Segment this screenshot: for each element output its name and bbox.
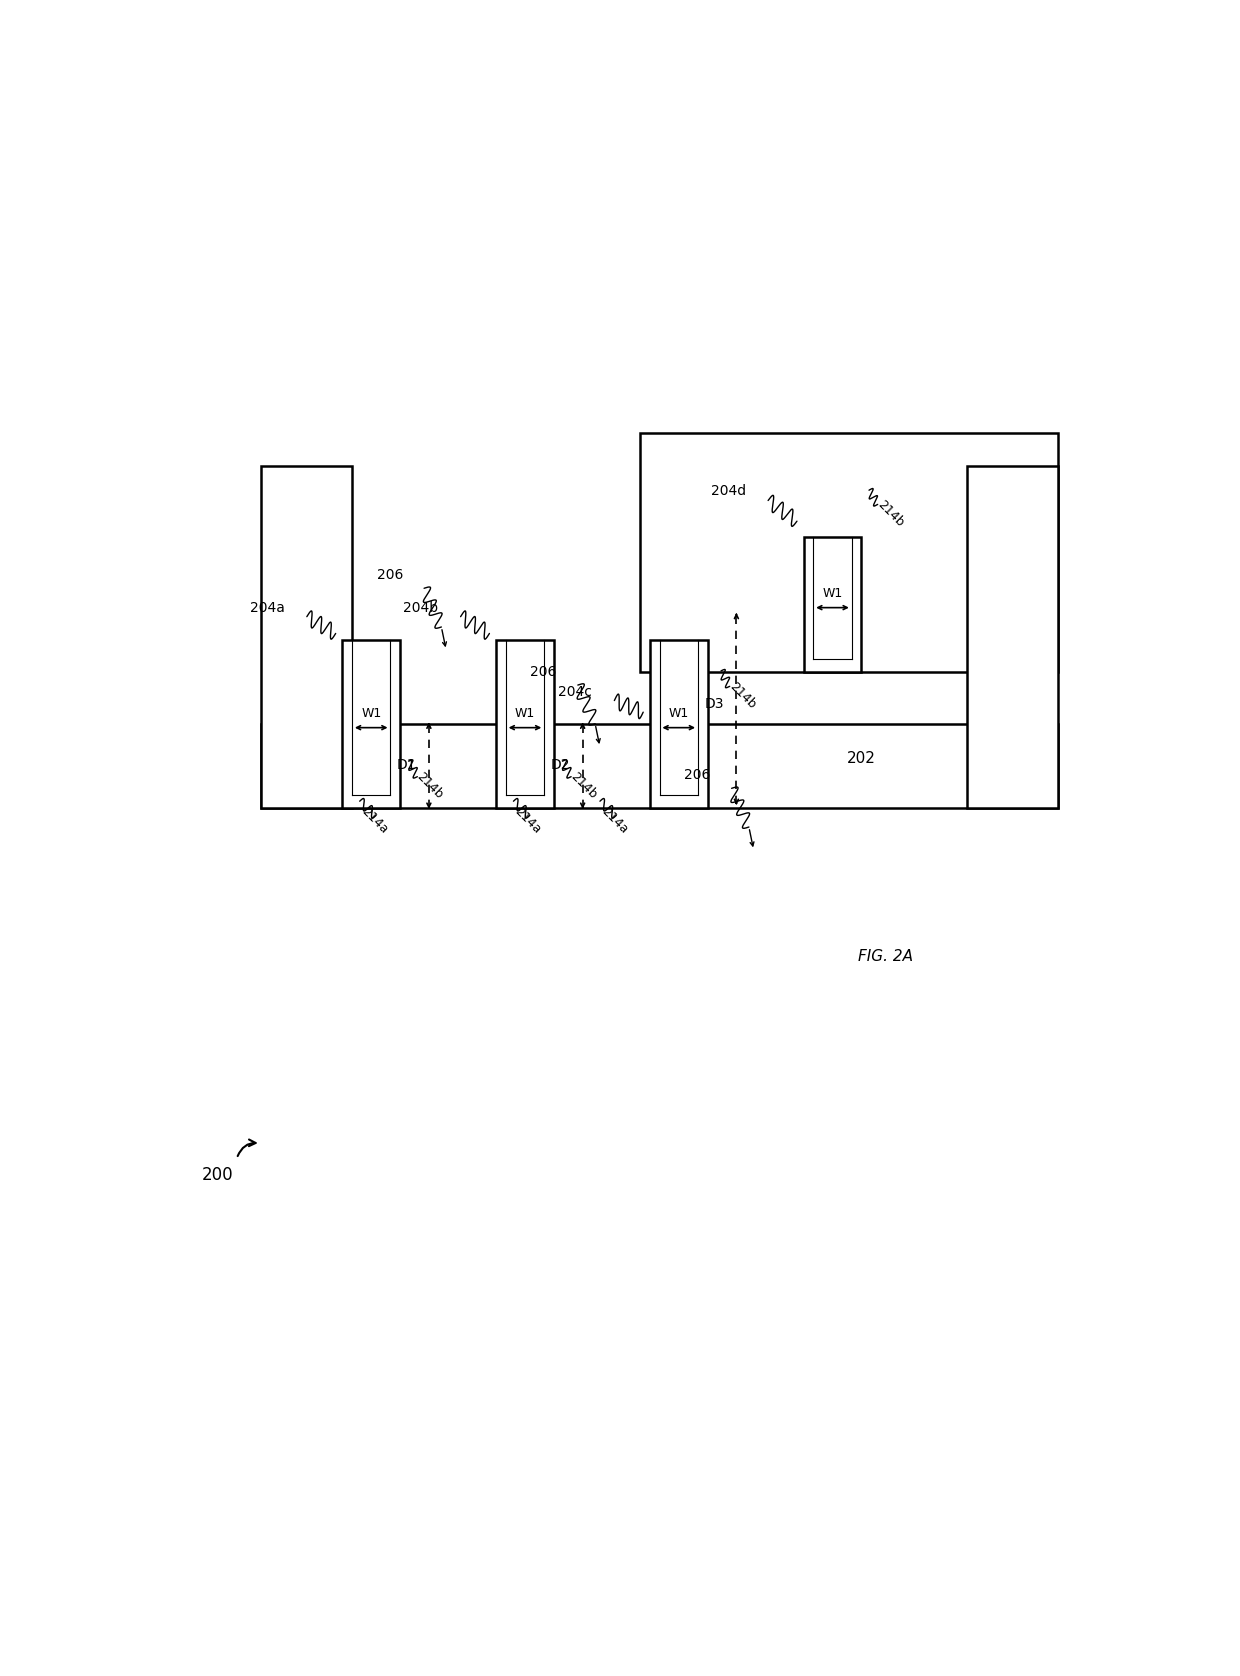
Text: 204d: 204d: [711, 484, 746, 498]
Bar: [804, 536, 862, 672]
Text: D1: D1: [397, 758, 417, 773]
Text: W1: W1: [515, 707, 536, 721]
Text: 206: 206: [531, 665, 557, 679]
Bar: [496, 640, 554, 808]
Text: 214a: 214a: [358, 804, 391, 836]
Bar: [260, 724, 1058, 808]
Text: 200: 200: [202, 1166, 233, 1185]
Text: 206: 206: [377, 568, 403, 582]
Text: 214b: 214b: [874, 498, 906, 530]
Text: 214b: 214b: [414, 769, 446, 801]
Text: 214b: 214b: [727, 680, 759, 711]
Text: W1: W1: [822, 587, 843, 600]
Text: 214b: 214b: [568, 769, 600, 801]
Text: D3: D3: [704, 697, 724, 711]
Text: 214a: 214a: [512, 804, 544, 836]
Text: FIG. 2A: FIG. 2A: [858, 949, 913, 964]
Bar: [967, 466, 1058, 808]
Bar: [640, 434, 1059, 672]
Bar: [342, 640, 401, 808]
Bar: [650, 640, 708, 808]
Text: 214a: 214a: [599, 804, 630, 836]
Text: 202: 202: [847, 751, 875, 766]
Text: 204a: 204a: [250, 600, 285, 615]
Text: D2: D2: [551, 758, 570, 773]
Text: 204c: 204c: [558, 684, 593, 699]
Bar: [260, 466, 352, 808]
Text: 204b: 204b: [403, 600, 439, 615]
Text: 206: 206: [684, 768, 711, 783]
Text: W1: W1: [668, 707, 689, 721]
Text: W1: W1: [361, 707, 382, 721]
